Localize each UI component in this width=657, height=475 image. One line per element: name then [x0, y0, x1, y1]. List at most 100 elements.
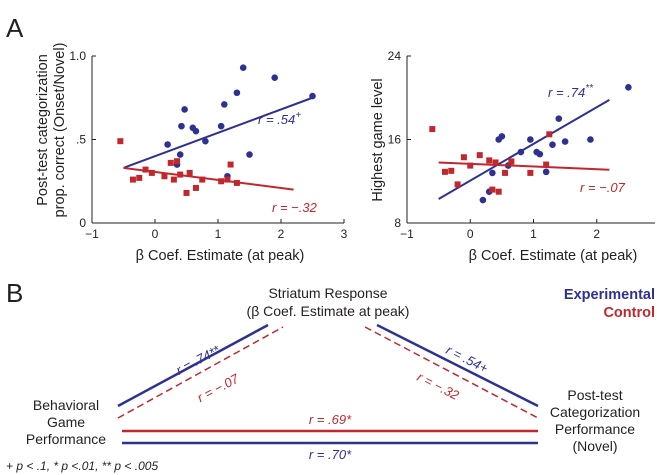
- left-experimental-r-label: r = .74**: [173, 342, 223, 378]
- left-experimental-point: [271, 74, 279, 82]
- left-experimental-point: [233, 89, 241, 97]
- right-experimental-point: [536, 150, 544, 158]
- right-control-point: [460, 154, 467, 161]
- behavioral-node-line3: Performance: [26, 431, 106, 447]
- left-control-point: [174, 158, 181, 165]
- left-control-point: [148, 169, 155, 176]
- left-control-point: [117, 138, 124, 145]
- legend-experimental: Experimental: [564, 287, 655, 303]
- left-experimental-point: [217, 122, 225, 130]
- behavioral-node-line1: Behavioral: [33, 397, 99, 413]
- left-chart-xlabel: β Coef. Estimate (at peak): [136, 248, 305, 264]
- striatum-node-line1: Striatum Response: [268, 285, 387, 301]
- right-control-point: [429, 126, 436, 133]
- left-y-tick-label: .5: [76, 133, 86, 147]
- left-control-point: [161, 173, 168, 180]
- right-control-point: [495, 188, 502, 195]
- behavioral-node-line2: Game: [47, 414, 85, 430]
- left-scatter-chart: −1 0 1 2 30.51.0r = .54+r = −.32: [69, 49, 347, 241]
- right-control-point: [546, 131, 553, 138]
- edge-left-experimental: [117, 323, 269, 408]
- right-experimental-r-label: r = .74**: [548, 83, 594, 100]
- left-control-point: [170, 176, 177, 183]
- right-experimental-point: [561, 138, 569, 145]
- right-x-tick-label: 0: [467, 227, 474, 241]
- left-x-tick-label: −1: [85, 227, 99, 241]
- right-experimental-point: [498, 133, 506, 140]
- left-y-tick-label: 0: [79, 216, 86, 230]
- left-control-point: [224, 176, 231, 183]
- panel-b-label: B: [6, 278, 23, 308]
- left-control-point: [167, 159, 174, 166]
- right-experimental-point: [489, 169, 496, 177]
- right-x-tick-label: −1: [400, 227, 414, 241]
- right-experimental-point: [587, 136, 594, 143]
- right-chart-xlabel: β Coef. Estimate (at peak): [469, 248, 638, 264]
- left-control-point: [199, 176, 206, 183]
- right-control-r-label: r = −.07: [580, 180, 626, 195]
- panel-a-label: A: [6, 13, 24, 43]
- right-x-tick-label: 2: [593, 227, 600, 241]
- left-control-point: [129, 176, 136, 183]
- left-experimental-point: [221, 101, 228, 108]
- right-control-point: [467, 162, 474, 169]
- right-control-point: [486, 157, 493, 164]
- bottom-control-r-label: r = .69*: [309, 412, 352, 427]
- left-x-tick-label: 1: [215, 227, 222, 241]
- right-control-point: [543, 161, 550, 168]
- left-control-point: [177, 171, 184, 178]
- left-control-point: [218, 178, 225, 185]
- right-x-tick-label: 1: [530, 227, 537, 241]
- right-control-point: [448, 167, 455, 174]
- significance-footnote: + p < .1, * p <.01, ** p < .005: [6, 459, 158, 473]
- left-control-point: [136, 174, 143, 181]
- right-y-tick-label: 16: [388, 133, 402, 147]
- left-control-point: [142, 166, 149, 173]
- edge-right-control: [364, 326, 539, 419]
- categorization-node-line3: Performance: [555, 421, 635, 437]
- left-chart-ylabel-line1: Post-test categorization: [35, 54, 51, 206]
- left-x-tick-label: 0: [152, 227, 159, 241]
- right-experimental-point: [527, 136, 534, 143]
- left-control-r-label: r = −.32: [272, 200, 318, 215]
- left-control-point: [227, 161, 234, 168]
- right-control-point: [454, 181, 461, 188]
- categorization-node-line4: (Novel): [572, 438, 617, 454]
- right-experimental-point: [517, 148, 525, 156]
- right-experimental-point: [625, 84, 632, 91]
- right-control-point: [492, 159, 499, 166]
- right-y-tick-label: 24: [388, 49, 402, 63]
- left-x-tick-label: 2: [278, 227, 285, 241]
- left-experimental-point: [246, 151, 253, 158]
- left-experimental-point: [192, 127, 200, 135]
- edge-left-control: [117, 326, 284, 419]
- left-experimental-point: [164, 141, 171, 148]
- bottom-experimental-r-label: r = .70*: [309, 447, 352, 462]
- left-experimental-point: [202, 137, 209, 145]
- right-control-point: [527, 169, 534, 176]
- right-control-point: [476, 152, 483, 159]
- left-control-point: [186, 169, 193, 176]
- legend-control: Control: [603, 305, 655, 321]
- right-control-point: [508, 158, 515, 165]
- striatum-node-line2: (β Coef. Estimate at peak): [247, 303, 410, 319]
- right-chart-ylabel: Highest game level: [370, 78, 386, 201]
- right-scatter-chart: −1 0 1 2 8 16 24 r = .74** r = −.07: [388, 49, 655, 241]
- left-experimental-fit-line: [123, 96, 313, 169]
- left-experimental-point: [239, 64, 247, 71]
- right-control-point: [441, 168, 448, 175]
- left-x-tick-label: 3: [341, 227, 348, 241]
- left-control-r-label: r = −.07: [195, 371, 242, 406]
- right-y-tick-label: 8: [394, 216, 401, 230]
- left-experimental-point: [178, 122, 185, 130]
- edge-right-experimental: [376, 323, 539, 408]
- left-y-tick-label: 1.0: [69, 49, 86, 63]
- left-experimental-point: [309, 92, 316, 100]
- left-control-point: [233, 179, 240, 186]
- right-experimental-point: [479, 196, 487, 204]
- left-chart-ylabel-line2: prop. correct (Onset/Novel): [52, 43, 68, 218]
- left-control-point: [192, 184, 199, 191]
- right-experimental-point: [549, 141, 556, 149]
- right-experimental-fit-line: [438, 98, 610, 200]
